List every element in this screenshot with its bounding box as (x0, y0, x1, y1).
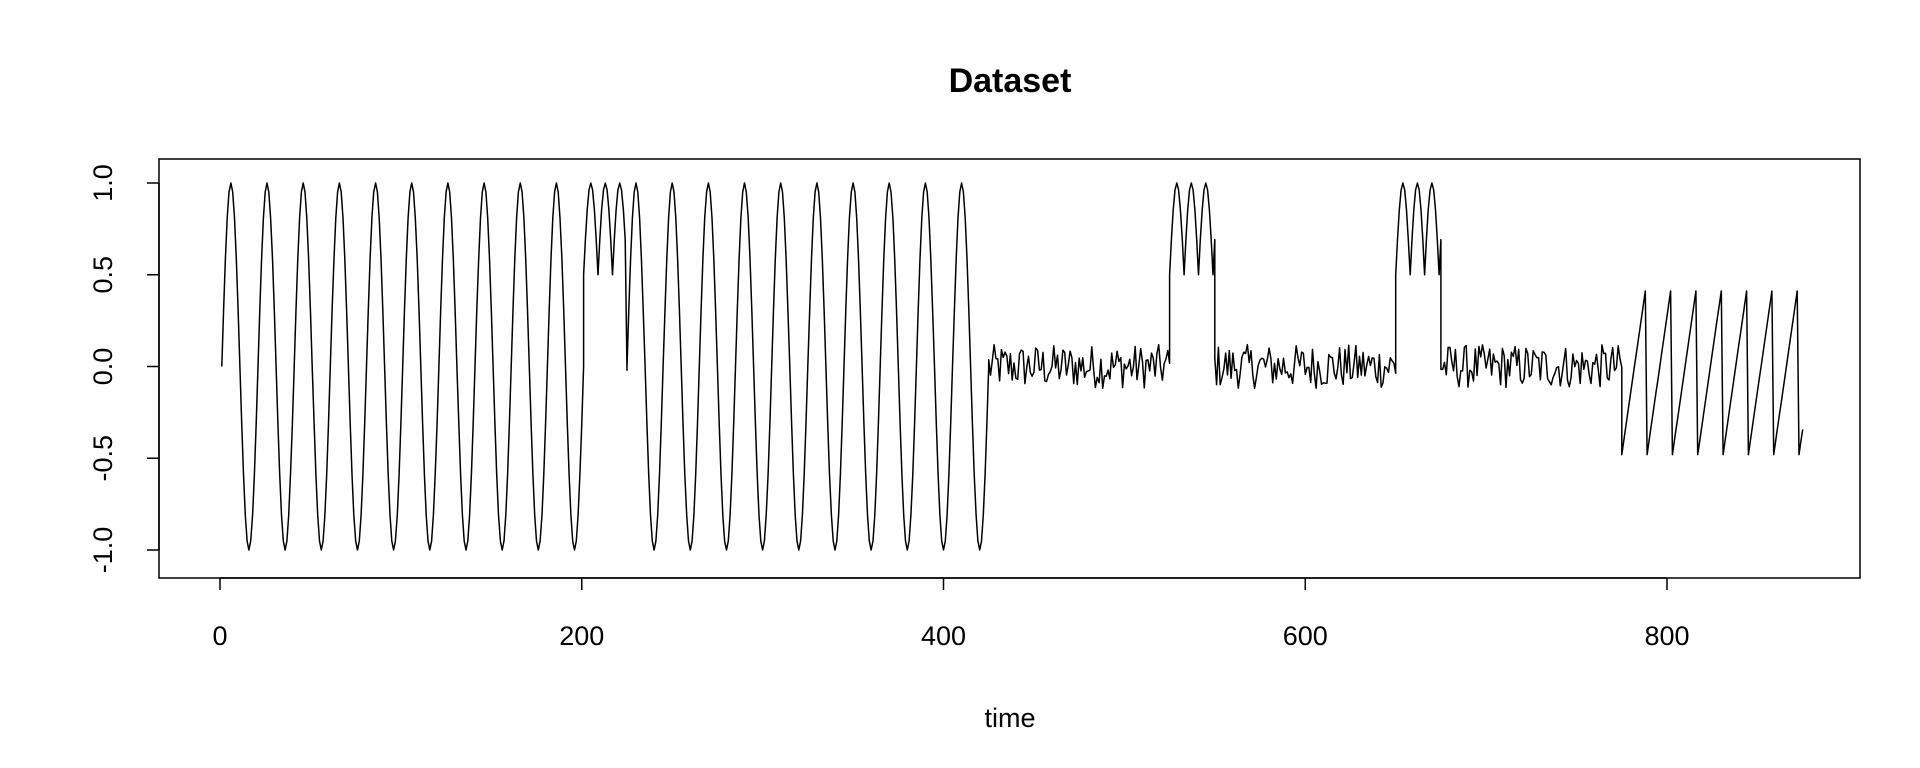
x-axis-label: time (984, 703, 1035, 733)
series-line (221, 182, 1804, 551)
x-axis: 0 200 400 600 800 (212, 577, 1690, 651)
x-tick-label: 200 (559, 621, 604, 651)
y-tick-label: 0.5 (88, 256, 118, 294)
y-axis: -1.0 -0.5 0.0 0.5 1.0 (88, 164, 160, 574)
chart-title: Dataset (949, 62, 1072, 100)
y-tick-label: -0.5 (88, 435, 118, 482)
y-tick-label: -1.0 (88, 527, 118, 574)
x-tick-label: 0 (212, 621, 227, 651)
x-tick-label: 600 (1283, 621, 1328, 651)
y-tick-label: 0.0 (88, 348, 118, 386)
y-tick-label: 1.0 (88, 164, 118, 202)
x-tick-label: 400 (921, 621, 966, 651)
x-tick-label: 800 (1644, 621, 1689, 651)
